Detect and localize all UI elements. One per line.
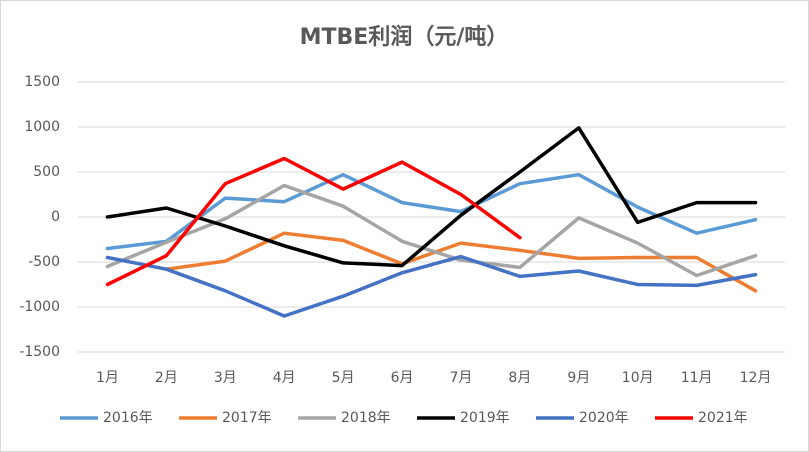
- y-tick-label: 1000: [24, 119, 60, 135]
- x-tick-label: 7月: [449, 370, 472, 386]
- line-series: [105, 126, 758, 268]
- x-tick-label: 9月: [567, 370, 590, 386]
- x-tick-label: 5月: [332, 370, 355, 386]
- legend-label: 2021年: [698, 410, 748, 426]
- legend-label: 2018年: [341, 410, 391, 426]
- y-tick-label: 500: [33, 164, 60, 180]
- y-tick-label: 1500: [24, 74, 60, 90]
- legend-label: 2019年: [460, 410, 510, 426]
- y-tick-label: 0: [51, 209, 60, 225]
- line-series: [164, 231, 758, 293]
- line-series: [105, 172, 758, 251]
- x-tick-label: 3月: [214, 370, 237, 386]
- x-tick-label: 10月: [622, 370, 654, 386]
- x-tick-label: 8月: [508, 370, 531, 386]
- x-tick-label: 11月: [681, 370, 713, 386]
- legend-label: 2020年: [579, 410, 629, 426]
- line-series: [105, 156, 522, 287]
- legend-label: 2016年: [103, 410, 153, 426]
- y-tick-label: -1500: [19, 344, 60, 360]
- line-series: [105, 254, 758, 318]
- x-tick-label: 6月: [391, 370, 414, 386]
- x-tick-label: 12月: [740, 370, 772, 386]
- x-tick-label: 1月: [96, 370, 119, 386]
- legend-label: 2017年: [222, 410, 272, 426]
- y-tick-label: -1000: [19, 299, 60, 315]
- y-tick-label: -500: [28, 254, 60, 270]
- x-tick-label: 4月: [273, 370, 296, 386]
- x-tick-label: 2月: [155, 370, 178, 386]
- chart-title: MTBE利润（元/吨）: [300, 24, 509, 50]
